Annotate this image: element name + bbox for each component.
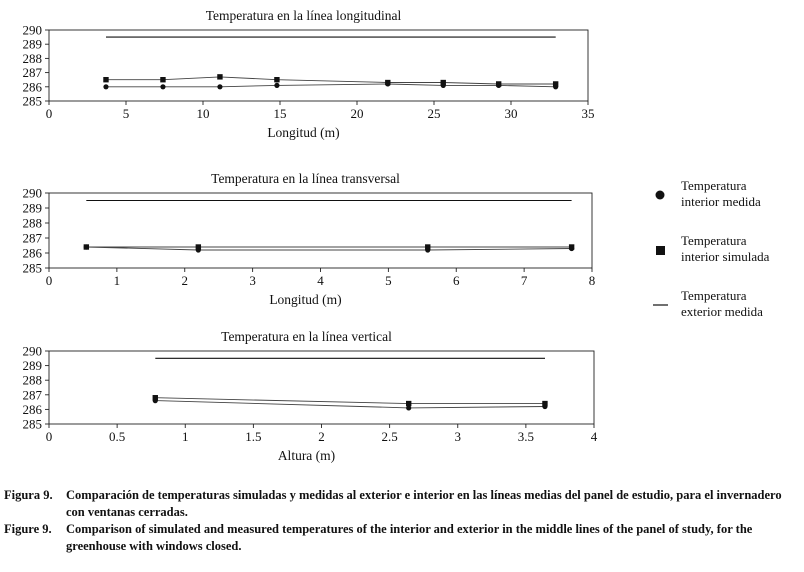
y-tick-label: 289 <box>23 358 43 373</box>
caption-spanish: Figura 9. Comparación de temperaturas si… <box>4 487 800 521</box>
y-tick-label: 287 <box>23 231 43 246</box>
x-axis-label: Longitud (m) <box>269 292 341 307</box>
chart-title: Temperatura en la línea transversal <box>211 171 400 186</box>
x-tick-label: 3.5 <box>518 429 534 444</box>
data-point-simulated <box>568 244 575 250</box>
y-tick-label: 285 <box>23 417 43 432</box>
x-tick-label: 2.5 <box>382 429 398 444</box>
x-tick-label: 0 <box>46 273 53 288</box>
data-point-simulated <box>83 244 90 250</box>
x-tick-label: 5 <box>385 273 392 288</box>
data-point-simulated <box>495 81 502 87</box>
x-tick-label: 2 <box>182 273 189 288</box>
y-tick-label: 287 <box>23 387 43 402</box>
x-tick-label: 10 <box>197 106 210 121</box>
data-point-simulated <box>552 81 559 87</box>
legend-label-line1: Temperatura <box>681 178 747 193</box>
plot-frame <box>48 350 595 425</box>
x-tick-label: 0 <box>46 106 53 121</box>
caption-text: Comparison of simulated and measured tem… <box>66 522 753 553</box>
x-tick-label: 3 <box>455 429 462 444</box>
x-tick-label: 1 <box>182 429 189 444</box>
x-tick-label: 15 <box>274 106 287 121</box>
plot-frame <box>48 29 589 102</box>
y-tick-label: 290 <box>23 23 43 38</box>
x-tick-label: 7 <box>521 273 528 288</box>
x-tick-label: 4 <box>591 429 598 444</box>
data-point-simulated <box>385 79 391 86</box>
data-point-simulated <box>103 77 109 83</box>
figure-caption: Figura 9. Comparación de temperaturas si… <box>4 487 800 555</box>
legend-label-line1: Temperatura <box>681 288 747 303</box>
data-point-simulated <box>274 77 280 83</box>
legend-label-line2: exterior medida <box>681 304 763 319</box>
x-tick-label: 20 <box>351 106 364 121</box>
data-point-simulated <box>440 79 446 86</box>
x-tick-label: 1 <box>114 273 121 288</box>
x-tick-label: 25 <box>428 106 441 121</box>
legend-label-line1: Temperatura <box>681 233 747 248</box>
y-tick-label: 290 <box>23 186 43 201</box>
data-point-simulated <box>195 244 202 250</box>
legend-label-line2: interior simulada <box>681 249 770 264</box>
y-tick-label: 285 <box>23 261 43 276</box>
caption-label: Figura 9. <box>4 488 53 502</box>
y-tick-label: 289 <box>23 37 43 52</box>
legend-line-icon <box>653 304 668 306</box>
x-axis-label: Longitud (m) <box>267 125 339 140</box>
caption-text: Comparación de temperaturas simuladas y … <box>66 488 782 519</box>
x-tick-label: 30 <box>505 106 518 121</box>
x-tick-label: 0 <box>46 429 53 444</box>
x-tick-label: 35 <box>582 106 595 121</box>
y-tick-label: 286 <box>23 79 43 94</box>
y-tick-label: 288 <box>23 373 43 388</box>
x-tick-label: 5 <box>123 106 130 121</box>
data-point-measured <box>274 82 280 88</box>
y-tick-label: 287 <box>23 65 43 80</box>
x-tick-label: 3 <box>249 273 256 288</box>
data-point-simulated <box>152 395 158 401</box>
series-line-1 <box>86 246 572 251</box>
legend-circle-icon <box>655 190 665 200</box>
y-tick-label: 286 <box>23 402 43 417</box>
x-tick-label: 4 <box>317 273 324 288</box>
data-point-measured <box>160 84 166 90</box>
series-line-1 <box>106 83 556 88</box>
x-axis-label: Altura (m) <box>278 448 335 463</box>
x-tick-label: 8 <box>589 273 596 288</box>
data-point-simulated <box>217 74 223 80</box>
chart-title: Temperatura en la línea vertical <box>221 329 392 344</box>
data-point-simulated <box>425 244 431 250</box>
caption-label: Figure 9. <box>4 522 52 536</box>
plot-frame <box>48 192 593 269</box>
series-line-2 <box>106 76 556 85</box>
data-point-measured <box>103 84 109 90</box>
data-point-simulated <box>542 400 548 407</box>
series-line-1 <box>155 400 546 409</box>
data-point-measured <box>406 405 412 411</box>
data-point-simulated <box>160 77 166 83</box>
y-tick-label: 285 <box>23 94 43 109</box>
x-tick-label: 0.5 <box>109 429 125 444</box>
caption-english: Figure 9. Comparison of simulated and me… <box>4 521 800 555</box>
y-tick-label: 290 <box>23 344 43 359</box>
chart-title: Temperatura en la línea longitudinal <box>206 8 402 23</box>
data-point-measured <box>217 84 223 90</box>
x-tick-label: 1.5 <box>245 429 261 444</box>
legend-label-line2: interior medida <box>681 194 761 209</box>
x-tick-label: 2 <box>318 429 325 444</box>
data-point-simulated <box>406 400 412 407</box>
legend-square-icon <box>656 246 665 255</box>
y-tick-label: 288 <box>23 216 43 231</box>
x-tick-label: 6 <box>453 273 460 288</box>
y-tick-label: 286 <box>23 246 43 261</box>
y-tick-label: 289 <box>23 201 43 216</box>
y-tick-label: 288 <box>23 51 43 66</box>
